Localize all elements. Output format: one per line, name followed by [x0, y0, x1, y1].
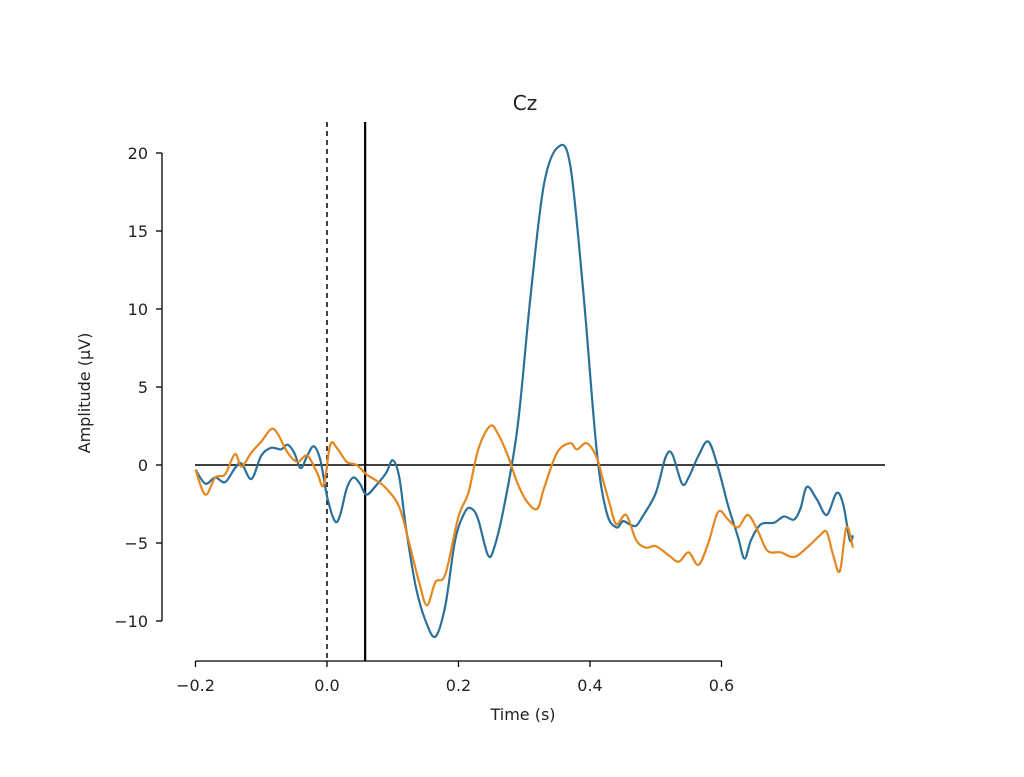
y-tick-label: 20	[128, 144, 148, 163]
x-tick-label: 0.2	[446, 676, 471, 695]
y-tick-label: −5	[124, 534, 148, 553]
y-tick-label: 10	[128, 300, 148, 319]
x-axis-label: Time (s)	[489, 705, 555, 724]
y-axis: −10 −5 0 5 10 15 20	[114, 144, 163, 631]
chart-title: Cz	[513, 91, 537, 115]
y-axis-label: Amplitude (µV)	[75, 333, 94, 454]
y-tick-label: 15	[128, 222, 148, 241]
y-tick-label: −10	[114, 612, 148, 631]
x-tick-label: 0.6	[709, 676, 734, 695]
series-blue-line	[194, 143, 855, 639]
x-tick-label: 0.4	[577, 676, 602, 695]
series-layer	[194, 143, 855, 639]
series-orange-line	[194, 424, 855, 607]
x-tick-label: 0.0	[314, 676, 339, 695]
y-tick-label: 5	[138, 378, 148, 397]
x-tick-label: −0.2	[176, 676, 215, 695]
y-tick-label: 0	[138, 456, 148, 475]
reference-lines	[195, 122, 885, 661]
x-axis: −0.2 0.0 0.2 0.4 0.6	[176, 660, 734, 695]
